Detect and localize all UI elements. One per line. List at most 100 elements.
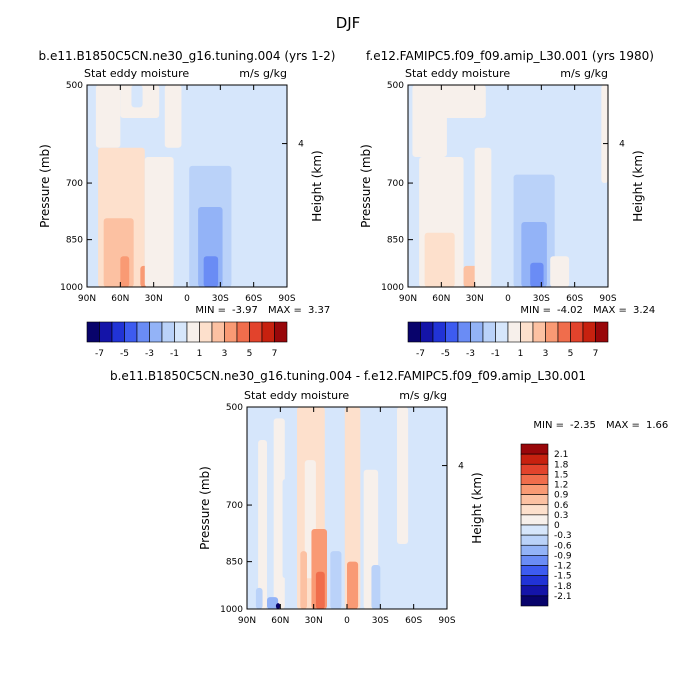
min-value: -4.02 xyxy=(557,305,583,316)
difference-panel: b.e11.B1850C5CN.ne30_g16.tuning.004 - f.… xyxy=(110,369,668,626)
contour-region-5 xyxy=(441,85,486,119)
colorbar-box xyxy=(136,321,150,343)
colorbar-label: -1 xyxy=(491,349,500,359)
y-tick-label: 850 xyxy=(226,558,243,568)
colorbar-box xyxy=(582,321,596,343)
panel-title: b.e11.B1850C5CN.ne30_g16.tuning.004 - f.… xyxy=(110,369,586,383)
colorbar-label: -1.2 xyxy=(554,562,572,572)
colorbar-box xyxy=(520,585,549,597)
contour-region-12 xyxy=(371,565,381,609)
y-tick-label: 850 xyxy=(66,236,83,246)
colorbar-box xyxy=(520,565,549,576)
obs-panel: f.e12.FAMIPC5.f09_f09.amip_L30.001 (yrs … xyxy=(359,49,655,359)
y-axis-title: Pressure (mb) xyxy=(38,144,52,228)
x-tick-label: 60N xyxy=(432,294,450,304)
contour-region-10 xyxy=(347,561,359,609)
colorbar-box xyxy=(595,321,609,343)
x-tick-label: 30S xyxy=(533,294,550,304)
colorbar-label: -0.6 xyxy=(554,541,572,551)
units-label: m/s g/kg xyxy=(239,67,287,80)
colorbar-box xyxy=(520,514,549,526)
colorbar-label: 3 xyxy=(222,349,228,359)
contour-region-9 xyxy=(344,407,361,609)
contour-fill xyxy=(87,85,232,287)
contour-region-0 xyxy=(87,85,96,287)
height-tick-label: 4 xyxy=(458,462,464,472)
contour-region-1 xyxy=(412,85,447,157)
contour-region-9 xyxy=(164,85,182,148)
x-tick-label: 90S xyxy=(278,294,295,304)
y-tick-label: 1000 xyxy=(381,283,404,293)
contour-region-4 xyxy=(120,256,130,287)
max-label: MAX = xyxy=(268,305,302,316)
x-tick-label: 30N xyxy=(305,616,323,626)
colorbar-box xyxy=(495,321,509,343)
colorbar-label: -0.3 xyxy=(554,531,572,541)
x-tick-label: 0 xyxy=(344,616,350,626)
x-tick-label: 60N xyxy=(271,616,289,626)
min-label: MIN = xyxy=(533,420,564,431)
panel-title: b.e11.B1850C5CN.ne30_g16.tuning.004 (yrs… xyxy=(39,49,336,63)
x-tick-label: 90N xyxy=(238,616,256,626)
colorbar-box xyxy=(99,321,113,343)
colorbar-box xyxy=(520,544,549,556)
y-axis-title: Pressure (mb) xyxy=(359,144,373,228)
contour-fill xyxy=(408,85,608,287)
colorbar-box xyxy=(420,321,434,343)
colorbar-label: 1.2 xyxy=(554,481,568,491)
colorbar-box xyxy=(199,321,213,343)
max-label: MAX = xyxy=(606,420,640,431)
colorbar-label: 5 xyxy=(568,349,574,359)
colorbar-label: 7 xyxy=(272,349,278,359)
colorbar-label: -5 xyxy=(120,349,129,359)
colorbar-box xyxy=(445,321,459,343)
colorbar-box xyxy=(570,321,584,343)
colorbar-label: 1 xyxy=(197,349,203,359)
contour-region-10 xyxy=(530,262,544,287)
contour-region-1 xyxy=(95,85,121,148)
colorbar-box xyxy=(236,321,250,343)
colorbar-box xyxy=(520,524,549,536)
colorbar-box xyxy=(432,321,446,343)
x-tick-label: 60S xyxy=(405,616,422,626)
x-tick-label: 90S xyxy=(599,294,616,304)
colorbar-box xyxy=(520,504,549,516)
colorbar-box xyxy=(520,494,549,506)
colorbar-box xyxy=(274,321,288,343)
contour-region-13 xyxy=(397,407,409,544)
colorbar-label: 1.8 xyxy=(554,460,569,470)
colorbar-label: -7 xyxy=(95,349,104,359)
colorbar-label: -3 xyxy=(145,349,154,359)
x-tick-label: 0 xyxy=(184,294,190,304)
colorbar-box xyxy=(457,321,471,343)
x-tick-label: 30S xyxy=(212,294,229,304)
units-label: m/s g/kg xyxy=(560,67,608,80)
left-label: Stat eddy moisture xyxy=(244,389,349,402)
max-value: 3.37 xyxy=(308,305,330,316)
x-tick-label: 90N xyxy=(399,294,417,304)
colorbar-box xyxy=(520,534,549,546)
y-tick-label: 500 xyxy=(66,81,83,91)
contour-region-15 xyxy=(255,587,263,609)
colorbar-box xyxy=(174,321,188,343)
colorbar-box xyxy=(149,321,163,343)
contour-region-8 xyxy=(330,551,342,609)
contour-region-11 xyxy=(550,256,570,287)
colorbar-box xyxy=(520,463,549,475)
colorbar-box xyxy=(520,453,549,465)
colorbar-box xyxy=(520,555,549,566)
colorbar-box xyxy=(520,595,549,607)
contour-region-17 xyxy=(275,603,281,609)
colorbar-box xyxy=(520,321,534,343)
colorbar-label: -7 xyxy=(416,349,425,359)
contour-fill xyxy=(255,407,421,609)
colorbar-box xyxy=(186,321,200,343)
contour-region-3 xyxy=(424,232,455,287)
contour-region-7 xyxy=(315,571,325,609)
colorbar-label: -1.5 xyxy=(554,572,572,582)
colorbar-label: 0 xyxy=(554,521,560,531)
colorbar-box xyxy=(249,321,263,343)
colorbar-box xyxy=(520,575,549,587)
x-tick-label: 30S xyxy=(372,616,389,626)
